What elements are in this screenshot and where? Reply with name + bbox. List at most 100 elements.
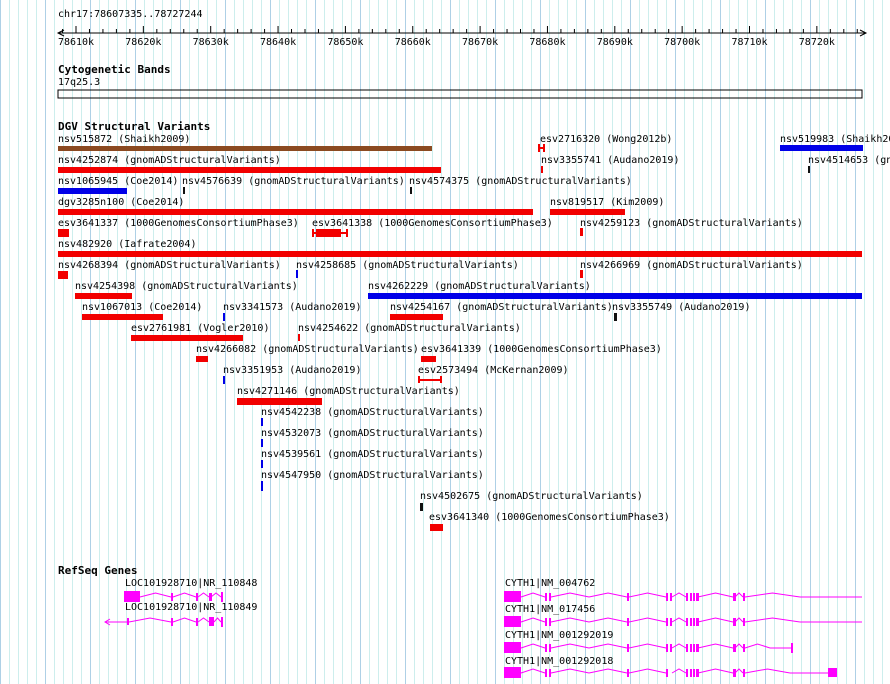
variant-label[interactable]: nsv3351953 (Audano2019): [223, 365, 362, 376]
gene-model[interactable]: [504, 591, 862, 602]
variant-label[interactable]: esv3641339 (1000GenomesConsortiumPhase3): [421, 344, 662, 355]
variant-label[interactable]: nsv1067013 (Coe2014): [82, 302, 203, 313]
variant-glyph[interactable]: [223, 376, 225, 384]
variant-glyph[interactable]: [296, 270, 298, 278]
variant-label[interactable]: esv3641338 (1000GenomesConsortiumPhase3): [312, 218, 553, 229]
refseq-header: RefSeq Genes: [58, 564, 138, 577]
variant-glyph[interactable]: [58, 188, 127, 194]
variant-glyph[interactable]: [410, 187, 412, 194]
variant-glyph[interactable]: [420, 503, 423, 511]
variant-label[interactable]: esv2761981 (Vogler2010): [131, 323, 270, 334]
variant-glyph[interactable]: [58, 209, 533, 215]
variant-label[interactable]: nsv4266969 (gnomADStructuralVariants): [580, 260, 803, 271]
variant-label[interactable]: nsv4254398 (gnomADStructuralVariants): [75, 281, 298, 292]
variant-label[interactable]: nsv4574375 (gnomADStructuralVariants): [409, 176, 632, 187]
variant-label[interactable]: nsv4547950 (gnomADStructuralVariants): [261, 470, 484, 481]
variant-label[interactable]: nsv4252874 (gnomADStructuralVariants): [58, 155, 281, 166]
variant-label[interactable]: nsv1065945 (Coe2014): [58, 176, 179, 187]
ruler-tick-label: 78640k: [260, 37, 296, 48]
variant-label[interactable]: nsv519983 (Shaikh2009): [780, 134, 890, 145]
region-title: chr17:78607335..78727244: [58, 9, 203, 20]
gene-label[interactable]: CYTH1|NM_017456: [505, 604, 596, 615]
variant-label[interactable]: nsv4502675 (gnomADStructuralVariants): [420, 491, 643, 502]
variant-glyph[interactable]: [418, 376, 442, 383]
variant-glyph[interactable]: [131, 335, 243, 341]
gene-model[interactable]: [504, 616, 862, 627]
variant-label[interactable]: nsv4532073 (gnomADStructuralVariants): [261, 428, 484, 439]
variant-label[interactable]: esv3641340 (1000GenomesConsortiumPhase3): [429, 512, 670, 523]
variant-glyph[interactable]: [298, 334, 300, 341]
variant-glyph[interactable]: [614, 313, 617, 321]
variant-glyph[interactable]: [58, 229, 69, 237]
variant-label[interactable]: nsv4576639 (gnomADStructuralVariants): [182, 176, 405, 187]
variant-glyph[interactable]: [421, 356, 436, 362]
variant-glyph[interactable]: [580, 228, 583, 236]
variant-glyph[interactable]: [75, 293, 132, 299]
variant-glyph[interactable]: [390, 314, 443, 320]
variant-glyph[interactable]: [261, 418, 263, 426]
gene-label[interactable]: LOC101928710|NR_110848: [125, 578, 258, 589]
variant-label[interactable]: dgv3285n100 (Coe2014): [58, 197, 185, 208]
gene-model[interactable]: [104, 617, 223, 627]
variant-label[interactable]: nsv3355749 (Audano2019): [612, 302, 751, 313]
variant-label[interactable]: esv2716320 (Wong2012b): [540, 134, 673, 145]
variant-glyph[interactable]: [237, 398, 322, 405]
variant-glyph[interactable]: [82, 314, 163, 320]
gene-model[interactable]: [504, 667, 837, 678]
gene-model[interactable]: [124, 591, 223, 602]
variant-glyph[interactable]: [538, 144, 545, 152]
variant-glyph[interactable]: [430, 524, 443, 531]
variant-label[interactable]: nsv4258685 (gnomADStructuralVariants): [296, 260, 519, 271]
variant-label[interactable]: nsv4262229 (gnomADStructuralVariants): [368, 281, 591, 292]
cytoband-band: [57, 89, 863, 99]
variant-glyph[interactable]: [58, 251, 862, 257]
variant-glyph[interactable]: [261, 481, 263, 491]
gene-label[interactable]: CYTH1|NM_004762: [505, 578, 596, 589]
ruler-tick-label: 78680k: [529, 37, 565, 48]
variant-label[interactable]: nsv3341573 (Audano2019): [223, 302, 362, 313]
variant-label[interactable]: nsv4271146 (gnomADStructuralVariants): [237, 386, 460, 397]
variant-glyph[interactable]: [780, 145, 863, 151]
variant-label[interactable]: nsv819517 (Kim2009): [550, 197, 665, 208]
ruler-tick-label: 78660k: [395, 37, 431, 48]
gene-label[interactable]: LOC101928710|NR_110849: [125, 602, 258, 613]
cytoband-label: 17q25.3: [58, 77, 101, 88]
dgv-header: DGV Structural Variants: [58, 120, 211, 133]
variant-glyph[interactable]: [312, 229, 348, 237]
variant-label[interactable]: nsv482920 (Iafrate2004): [58, 239, 197, 250]
variant-label[interactable]: nsv515872 (Shaikh2009): [58, 134, 191, 145]
variant-label[interactable]: esv2573494 (McKernan2009): [418, 365, 569, 376]
variant-glyph[interactable]: [58, 167, 441, 173]
ruler-tick-label: 78650k: [327, 37, 363, 48]
variant-label[interactable]: nsv4539561 (gnomADStructuralVariants): [261, 449, 484, 460]
variant-glyph[interactable]: [261, 460, 263, 468]
variant-glyph[interactable]: [58, 271, 68, 279]
variant-glyph[interactable]: [368, 293, 862, 299]
ruler-tick-label: 78610k: [58, 37, 94, 48]
variant-glyph[interactable]: [196, 356, 208, 362]
variant-label[interactable]: nsv4254622 (gnomADStructuralVariants): [298, 323, 521, 334]
variant-label[interactable]: nsv3355741 (Audano2019): [541, 155, 680, 166]
variant-glyph[interactable]: [808, 166, 810, 173]
variant-label[interactable]: nsv4254167 (gnomADStructuralVariants): [390, 302, 613, 313]
gene-model[interactable]: [504, 642, 793, 653]
variant-label[interactable]: nsv4268394 (gnomADStructuralVariants): [58, 260, 281, 271]
variant-glyph[interactable]: [223, 313, 225, 321]
variant-label[interactable]: nsv4542238 (gnomADStructuralVariants): [261, 407, 484, 418]
ruler-tick-label: 78670k: [462, 37, 498, 48]
variant-glyph[interactable]: [541, 166, 543, 173]
gene-label[interactable]: CYTH1|NM_001292018: [505, 656, 614, 667]
variant-glyph[interactable]: [550, 209, 625, 215]
variant-label[interactable]: esv3641337 (1000GenomesConsortiumPhase3): [58, 218, 299, 229]
variant-label[interactable]: nsv4259123 (gnomADStructuralVariants): [580, 218, 803, 229]
variant-glyph[interactable]: [580, 270, 583, 278]
variant-glyph[interactable]: [261, 439, 263, 447]
gene-label[interactable]: CYTH1|NM_001292019: [505, 630, 614, 641]
variant-glyph[interactable]: [183, 187, 185, 194]
variant-label[interactable]: nsv4266082 (gnomADStructuralVariants): [196, 344, 419, 355]
variant-glyph[interactable]: [58, 146, 432, 151]
variant-label[interactable]: nsv4514653 (gnomADStructuralVariants): [808, 155, 890, 166]
